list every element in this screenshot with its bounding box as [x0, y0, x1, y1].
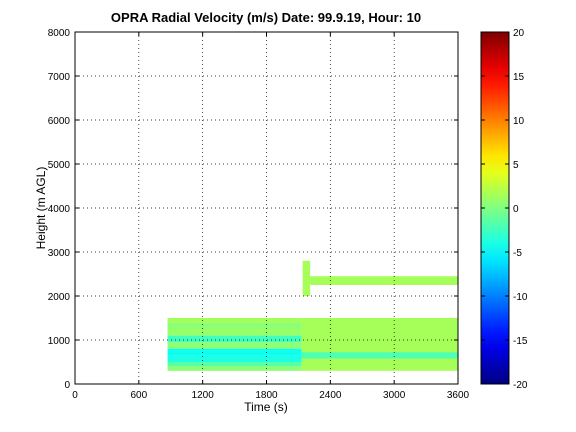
velocity-band-3: [167, 335, 302, 343]
y-tick-label: 6000: [48, 116, 71, 127]
x-tick-label: 1800: [255, 390, 278, 401]
colorbar: [480, 31, 510, 385]
y-tick-label: 5000: [48, 160, 71, 171]
x-tick-label: 1200: [192, 390, 215, 401]
velocity-band-9: [301, 318, 458, 371]
velocity-band-0: [167, 318, 302, 323]
colorbar-tick-label: -10: [513, 292, 528, 303]
y-tick-label: 1000: [48, 336, 71, 347]
x-tick-label: 2400: [319, 390, 342, 401]
y-tick-label: 3000: [48, 248, 71, 259]
velocity-band-7: [167, 362, 302, 367]
velocity-band-2: [167, 329, 302, 336]
colorbar-tick-label: 5: [513, 160, 519, 171]
velocity-band-5: [167, 348, 302, 356]
velocity-band-1: [167, 322, 302, 329]
chart-title: OPRA Radial Velocity (m/s) Date: 99.9.19…: [111, 10, 421, 25]
colorbar-tick-label: 20: [513, 28, 525, 39]
y-tick-label: 0: [64, 380, 70, 391]
x-axis-label: Time (s): [244, 400, 288, 414]
velocity-band-10: [301, 352, 458, 359]
colorbar-tick-label: 15: [513, 72, 525, 83]
y-tick-label: 4000: [48, 204, 71, 215]
y-axis-label: Height (m AGL): [34, 167, 48, 250]
colorbar-tick-label: -5: [513, 248, 522, 259]
velocity-band-12: [302, 260, 311, 296]
x-tick-label: 0: [72, 390, 78, 401]
x-tick-label: 3600: [447, 390, 470, 401]
y-tick-label: 2000: [48, 292, 71, 303]
colorbar-tick-label: -20: [513, 380, 528, 391]
velocity-band-8: [167, 366, 302, 371]
x-tick-label: 3000: [383, 390, 406, 401]
colorbar-tick-label: 0: [513, 204, 519, 215]
velocity-band-4: [167, 342, 302, 349]
y-tick-label: 7000: [48, 72, 71, 83]
y-tick-label: 8000: [48, 28, 71, 39]
colorbar-tick-label: -15: [513, 336, 528, 347]
x-tick-label: 600: [130, 390, 147, 401]
colorbar-tick-label: 10: [513, 116, 525, 127]
velocity-band-11: [310, 276, 458, 285]
velocity-band-6: [167, 355, 302, 362]
